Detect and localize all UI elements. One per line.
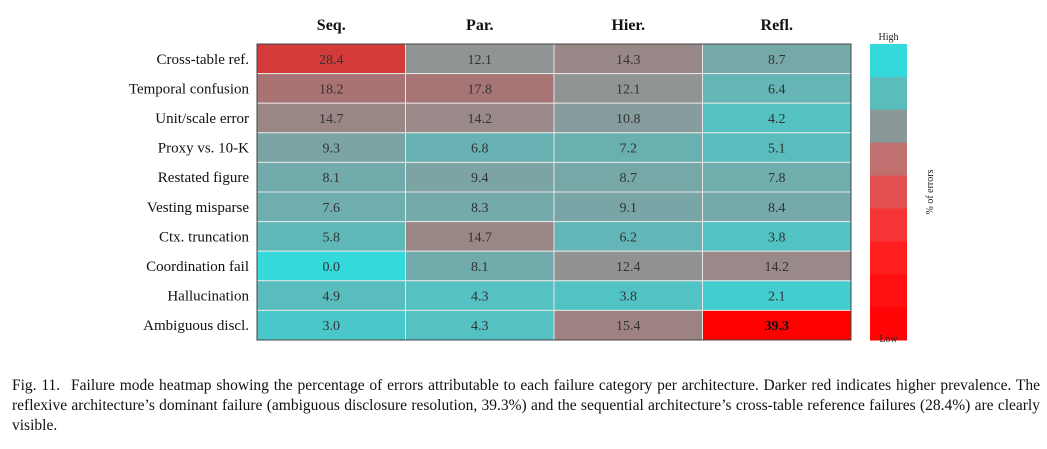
row-label: Vesting misparse xyxy=(147,200,249,216)
cell-value: 8.1 xyxy=(471,260,489,275)
cell-value: 4.3 xyxy=(471,290,489,305)
cell-value: 12.4 xyxy=(616,260,641,275)
heatmap-cell xyxy=(553,250,703,282)
cell-value: 15.4 xyxy=(616,319,641,334)
cell-value: 14.7 xyxy=(468,230,493,245)
colorbar-axis-label: % of errors xyxy=(925,169,936,214)
colorbar-segment xyxy=(870,241,907,275)
row-label: Ctx. truncation xyxy=(159,229,249,245)
colorbar-segment xyxy=(870,175,907,209)
heatmap-cell xyxy=(553,191,703,223)
caption-lead: Fig. 11. xyxy=(12,377,61,394)
cell-value: 5.8 xyxy=(323,230,341,245)
heatmap-border xyxy=(256,43,852,341)
colorbar: High Low % of errors xyxy=(870,32,936,345)
cell-value: 14.3 xyxy=(616,53,641,68)
cell-value: 17.8 xyxy=(468,82,493,97)
column-header: Hier. xyxy=(611,17,645,34)
cell-value: 9.4 xyxy=(471,171,489,186)
figure: Seq. Par. Hier. Refl. Cross-table ref. Tempo… xyxy=(129,17,936,345)
heatmap-cell xyxy=(702,221,852,252)
cell-value: 6.8 xyxy=(471,142,489,157)
cell-value: 4.9 xyxy=(323,290,341,305)
heatmap-cell xyxy=(256,43,406,75)
heatmap-cells xyxy=(256,43,852,341)
cell-value: 39.3 xyxy=(765,319,790,334)
row-label: Cross-table ref. xyxy=(157,52,249,68)
cell-value: 8.4 xyxy=(768,201,786,216)
cell-value: 3.8 xyxy=(620,290,638,305)
heatmap-cell xyxy=(405,102,555,134)
cell-value: 8.1 xyxy=(323,171,341,186)
cell-value: 5.1 xyxy=(768,142,786,157)
cell-values: 28.4 12.1 14.3 8.7 18.2 17.8 12.1 6.4 14.7 14.2 10… xyxy=(319,53,789,334)
heatmap-cell xyxy=(702,309,852,341)
cell-value: 7.6 xyxy=(323,201,341,216)
cell-value: 18.2 xyxy=(319,82,344,97)
colorbar-segment xyxy=(870,307,907,341)
row-label: Coordination fail xyxy=(146,259,249,275)
cell-value: 8.7 xyxy=(620,171,638,186)
row-labels: Cross-table ref. Temporal confusion Unit/s… xyxy=(129,52,250,334)
row-label: Proxy vs. 10-K xyxy=(158,141,249,157)
cell-value: 6.4 xyxy=(768,82,786,97)
cell-value: 0.0 xyxy=(323,260,341,275)
heatmap-cell xyxy=(553,309,703,341)
row-label: Temporal confusion xyxy=(129,81,250,97)
cell-value: 8.3 xyxy=(471,201,489,216)
heatmap-cell xyxy=(553,161,703,193)
cell-value: 4.3 xyxy=(471,319,489,334)
cell-value: 28.4 xyxy=(319,53,344,68)
colorbar-segment xyxy=(870,274,907,308)
cell-value: 14.2 xyxy=(468,112,493,127)
heatmap-cell xyxy=(405,73,555,104)
heatmap-cell xyxy=(256,250,406,282)
cell-value: 12.1 xyxy=(468,53,493,68)
colorbar-high-label: High xyxy=(879,32,899,43)
cell-value: 3.0 xyxy=(323,319,341,334)
cell-value: 2.1 xyxy=(768,290,786,305)
column-headers: Seq. Par. Hier. Refl. xyxy=(317,17,793,34)
heatmap-cell xyxy=(702,280,852,311)
cell-value: 10.8 xyxy=(616,112,641,127)
cell-value: 7.8 xyxy=(768,171,786,186)
heatmap-cell xyxy=(405,191,555,223)
cell-value: 12.1 xyxy=(616,82,641,97)
row-label: Ambiguous discl. xyxy=(143,318,249,334)
heatmap-cell xyxy=(256,191,406,223)
row-label: Hallucination xyxy=(167,289,249,305)
cell-value: 14.2 xyxy=(765,260,790,275)
heatmap-cell xyxy=(405,43,555,75)
caption-text: Failure mode heatmap showing the percent… xyxy=(12,377,1040,434)
heatmap-cell xyxy=(702,102,852,134)
cell-value: 3.8 xyxy=(768,230,786,245)
heatmap-cell xyxy=(702,161,852,193)
cell-value: 4.2 xyxy=(768,112,786,127)
colorbar-segment xyxy=(870,44,907,78)
colorbar-segment xyxy=(870,142,907,177)
figure-caption: Fig. 11. Failure mode heatmap showing th… xyxy=(12,376,1040,436)
column-header: Seq. xyxy=(317,17,346,34)
cell-value: 9.3 xyxy=(323,142,341,157)
column-header: Par. xyxy=(466,17,493,34)
cell-value: 9.1 xyxy=(620,201,638,216)
heatmap-chart: Seq. Par. Hier. Refl. Cross-table ref. Tempo… xyxy=(129,17,936,345)
colorbar-low-label: Low xyxy=(879,334,898,345)
column-header: Refl. xyxy=(761,17,793,34)
cell-value: 8.7 xyxy=(768,53,786,68)
row-label: Unit/scale error xyxy=(155,111,249,127)
colorbar-segment xyxy=(870,109,907,144)
heatmap-cell xyxy=(702,132,852,163)
heatmap-cell xyxy=(405,161,555,193)
row-label: Restated figure xyxy=(158,170,250,186)
heatmap-cell xyxy=(702,73,852,104)
cell-value: 6.2 xyxy=(620,230,638,245)
colorbar-segment xyxy=(870,76,907,111)
colorbar-segment xyxy=(870,208,907,242)
heatmap-cell xyxy=(405,132,555,163)
cell-value: 14.7 xyxy=(319,112,344,127)
heatmap-cell xyxy=(256,309,406,341)
cell-value: 7.2 xyxy=(620,142,638,157)
heatmap-cell xyxy=(553,221,703,252)
